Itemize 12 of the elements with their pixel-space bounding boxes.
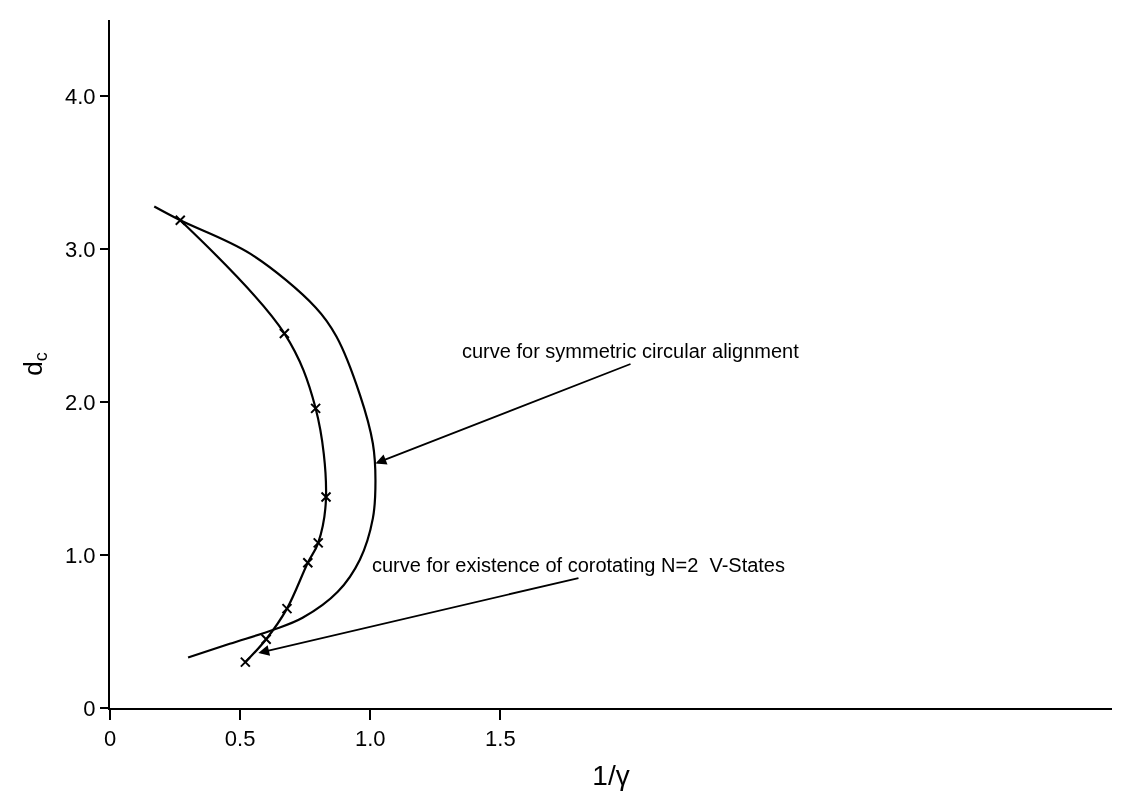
y-tick-label: 4.0 (65, 84, 96, 110)
x-tick-label: 0 (103, 726, 117, 752)
y-tick-label: 2.0 (65, 389, 96, 415)
x-tick-label: 0.5 (224, 726, 256, 752)
y-tick-label: 1.0 (65, 542, 96, 568)
x-tick-label: 1.5 (485, 726, 516, 752)
y-tick-label: 3.0 (65, 237, 96, 263)
y-tick-label: 0 (83, 695, 96, 721)
x-tick-label: 1.0 (354, 726, 386, 752)
annotation: curve for symmetric circular alignment (462, 340, 800, 362)
x-axis-title: 1/γ (592, 760, 630, 791)
annotation: curve for existence of corotating N=2 V-States (372, 554, 785, 576)
